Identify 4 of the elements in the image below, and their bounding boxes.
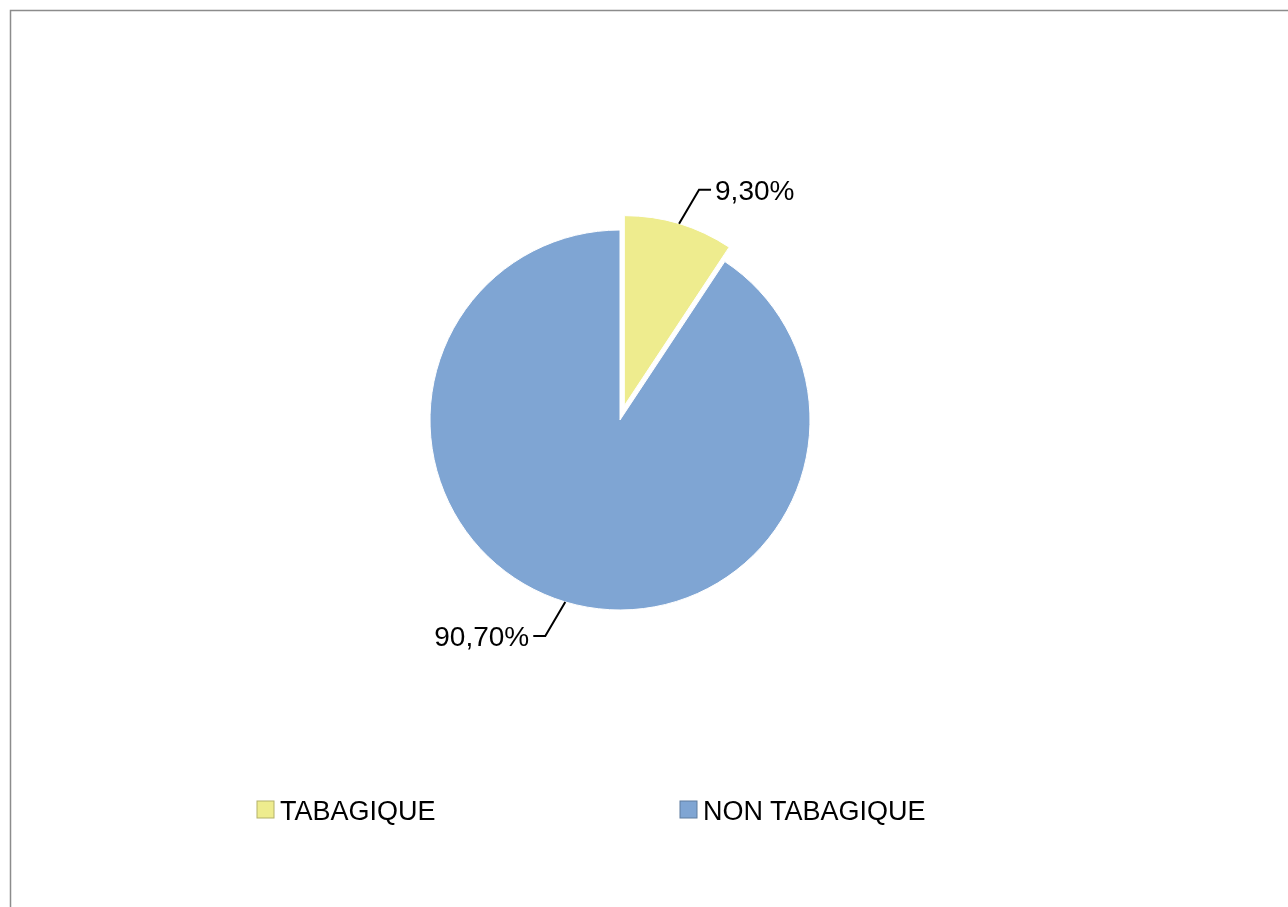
data-label: 9,30% (715, 174, 795, 206)
legend-label: NON TABAGIQUE (703, 796, 926, 826)
legend-label: TABAGIQUE (280, 796, 436, 826)
data-label: 90,70% (434, 620, 530, 652)
